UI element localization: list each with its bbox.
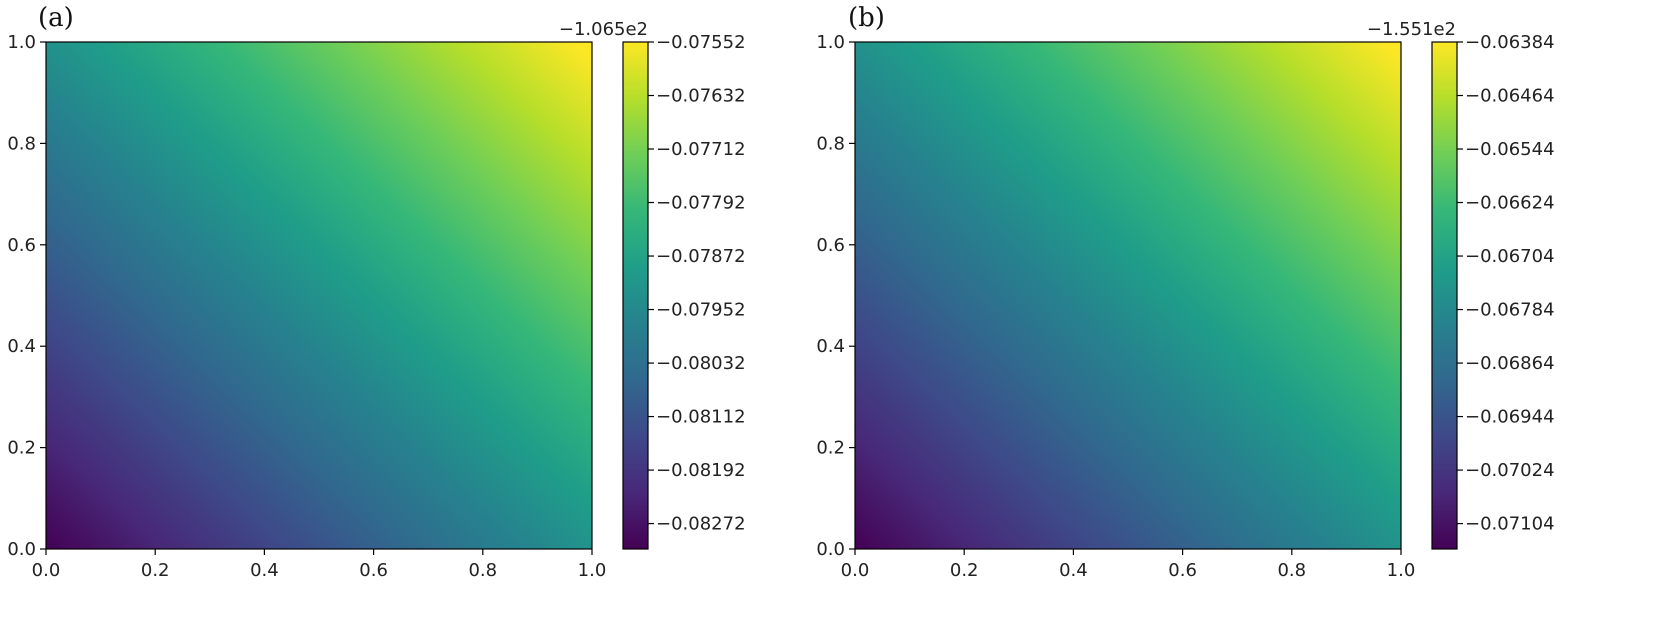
panel-label: (a): [38, 3, 74, 33]
heatmap-field: [46, 42, 592, 549]
colorbar-tick-label: −0.06864: [1465, 353, 1555, 374]
colorbar-frame: [622, 41, 649, 550]
colorbar-tick-label: −0.07632: [656, 86, 746, 107]
y-tick-label: 0.2: [7, 438, 36, 459]
plot-frame: [854, 41, 1402, 550]
panel-b: 0.0 0.2 0.4 0.6 0.8 1.00.00.20.40.60.81.0(b)−…: [816, 3, 1554, 581]
x-tick-label: 0.6: [359, 560, 388, 581]
colorbar-frame: [1431, 41, 1458, 550]
y-tick-label: 0.2: [816, 438, 845, 459]
y-tick-label: 0.6: [7, 235, 36, 256]
colorbar-tick-label: −0.06624: [1465, 193, 1555, 214]
colorbar-tick-label: −0.08192: [656, 460, 746, 481]
panel-label: (b): [848, 3, 885, 33]
y-tick-label: 0.4: [816, 336, 845, 357]
y-tick-label: 0.8: [7, 133, 36, 154]
x-tick-label: 0.2: [141, 560, 170, 581]
colorbar-tick-label: −0.06784: [1465, 300, 1555, 321]
y-tick-label: 1.0: [7, 32, 36, 53]
colorbar-tick-label: −0.07952: [656, 300, 746, 321]
colorbar-tick-label: −0.07104: [1465, 514, 1555, 535]
y-tick-label: 0.8: [816, 133, 845, 154]
colorbar-offset-label: −1.065e2: [559, 19, 648, 40]
y-tick-label: 0.0: [816, 539, 845, 560]
x-tick-label: 0.4: [1059, 560, 1088, 581]
colorbar: [623, 42, 648, 549]
colorbar-tick-label: −0.07552: [656, 32, 746, 53]
y-tick-label: 0.4: [7, 336, 36, 357]
x-tick-label: 1.0: [1387, 560, 1416, 581]
colorbar-tick-label: −0.06464: [1465, 86, 1555, 107]
x-tick-label: 0.4: [250, 560, 279, 581]
x-tick-label: 0.6: [1168, 560, 1197, 581]
colorbar: [1432, 42, 1457, 549]
x-tick-label: 0.2: [950, 560, 979, 581]
colorbar-tick-label: −0.07872: [656, 246, 746, 267]
heatmap-field: [855, 42, 1401, 549]
y-tick-label: 0.6: [816, 235, 845, 256]
panel-a: 0.0 0.2 0.4 0.6 0.8 1.00.00.20.40.60.81.0(a)−…: [7, 3, 745, 581]
y-tick-label: 1.0: [816, 32, 845, 53]
colorbar-offset-label: −1.551e2: [1367, 19, 1456, 40]
x-tick-label: 0.0: [841, 560, 870, 581]
colorbar-tick-label: −0.06544: [1465, 139, 1555, 160]
x-tick-label: 0.8: [1277, 560, 1306, 581]
colorbar-tick-label: −0.08032: [656, 353, 746, 374]
colorbar-tick-label: −0.07024: [1465, 460, 1555, 481]
plot-frame: [45, 41, 593, 550]
y-tick-label: 0.0: [7, 539, 36, 560]
colorbar-tick-label: −0.06704: [1465, 246, 1555, 267]
colorbar-tick-label: −0.06384: [1465, 32, 1555, 53]
colorbar-tick-label: −0.08112: [656, 407, 746, 428]
colorbar-tick-label: −0.07792: [656, 193, 746, 214]
colorbar-tick-label: −0.06944: [1465, 407, 1555, 428]
colorbar-tick-label: −0.07712: [656, 139, 746, 160]
x-tick-label: 0.8: [468, 560, 497, 581]
x-tick-label: 0.0: [32, 560, 61, 581]
x-tick-label: 1.0: [578, 560, 607, 581]
colorbar-tick-label: −0.08272: [656, 514, 746, 535]
